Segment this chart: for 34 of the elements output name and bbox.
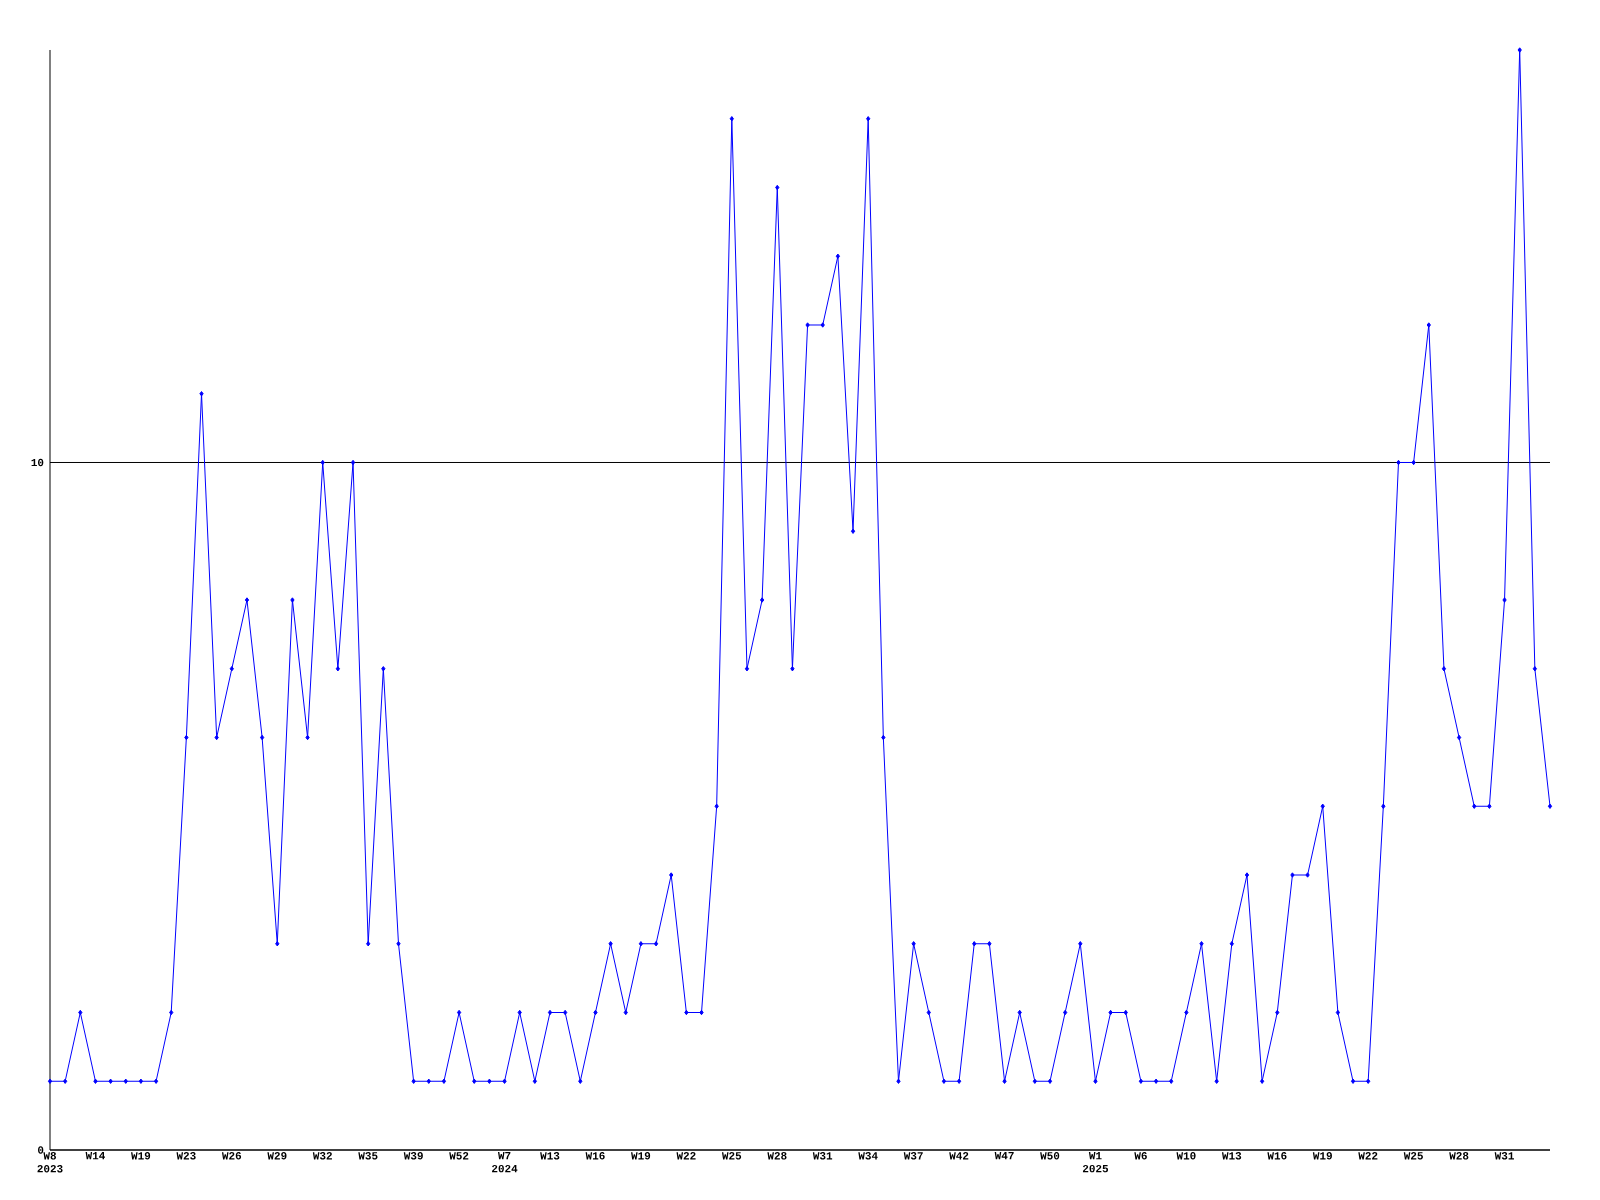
x-tick-label: W31 [1494, 1152, 1514, 1160]
x-tick-label: W32 [312, 1152, 332, 1160]
x-tick-label: W25 [721, 1152, 742, 1160]
x-tick-label: W7 2024 [492, 1152, 518, 1173]
x-tick-label: W14 [85, 1152, 105, 1160]
x-tick-label: W19 [131, 1152, 151, 1160]
x-tick-label: W22 [1358, 1152, 1378, 1160]
x-tick-label: W28 [1449, 1152, 1469, 1160]
x-tick-label: W42 [949, 1152, 969, 1160]
x-tick-label: W13 [1221, 1152, 1242, 1160]
x-tick-label: W52 [449, 1152, 469, 1160]
x-tick-label: W19 [1312, 1152, 1332, 1160]
y-tick-label: 0 [38, 1146, 44, 1154]
x-tick-label: W31 [812, 1152, 833, 1160]
x-tick-label: W35 [358, 1152, 378, 1160]
x-tick-label: W26 [221, 1152, 242, 1160]
x-tick-label: W1 2025 [1082, 1152, 1109, 1173]
y-tick-label: 10 [31, 458, 44, 467]
x-tick-label: W22 [676, 1152, 696, 1160]
x-tick-label: W23 [176, 1152, 196, 1160]
x-tick-label: W39 [403, 1152, 423, 1160]
x-tick-label: W37 [903, 1152, 923, 1160]
x-tick-label: W16 [585, 1152, 605, 1160]
x-tick-label: W28 [767, 1152, 787, 1160]
x-tick-label: W29 [267, 1152, 287, 1160]
x-tick-label: W13 [540, 1152, 560, 1160]
x-tick-label: W10 [1176, 1152, 1196, 1160]
x-tick-label: W34 [858, 1152, 878, 1160]
x-tick-label: W50 [1040, 1152, 1060, 1160]
x-tick-label: W47 [994, 1152, 1014, 1160]
x-tick-label: W19 [631, 1152, 651, 1160]
x-tick-label: W25 [1403, 1152, 1423, 1160]
x-tick-label: W6 [1134, 1152, 1147, 1160]
x-tick-label: W16 [1267, 1152, 1287, 1160]
